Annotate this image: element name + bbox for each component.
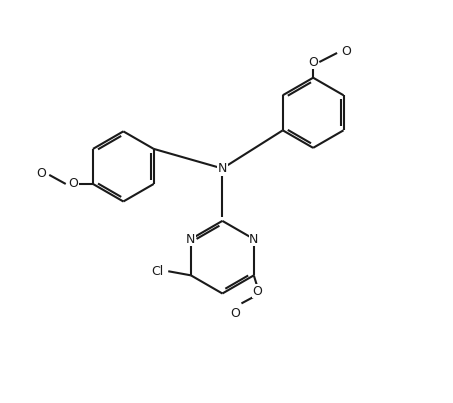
Text: N: N: [218, 162, 227, 175]
Text: O: O: [252, 285, 262, 297]
Text: N: N: [186, 233, 196, 245]
Text: N: N: [249, 233, 259, 245]
Text: O: O: [230, 307, 240, 320]
Text: Cl: Cl: [151, 265, 163, 278]
Text: O: O: [341, 45, 351, 58]
Text: O: O: [36, 167, 46, 180]
Text: O: O: [68, 177, 78, 191]
Text: O: O: [308, 56, 318, 69]
